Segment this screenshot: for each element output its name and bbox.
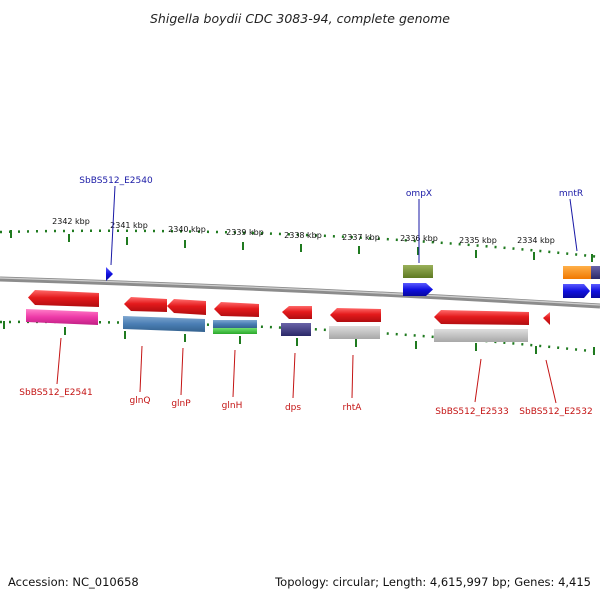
gene-SbBS512_E2533-cog-box[interactable] [434, 329, 528, 342]
gene-SbBS512_E2540-arrow[interactable] [106, 267, 113, 281]
gene-adjacent-cog-box[interactable] [591, 266, 600, 279]
gene-dps-cog-box[interactable] [281, 323, 311, 336]
kbp-tick-label: 2339 kbp [226, 228, 264, 237]
leader-line-mntR [569, 198, 578, 252]
gene-dps-arrow[interactable] [282, 306, 312, 319]
gene-SbBS512_E2541-cog-box[interactable] [26, 309, 98, 325]
leader-line-glnP [180, 347, 184, 396]
gene-label-rhtA[interactable]: rhtA [343, 403, 363, 413]
gene-adjacent-arrow[interactable] [591, 284, 600, 298]
gene-label-SbBS512_E2540[interactable]: SbBS512_E2540 [79, 176, 153, 186]
kbp-tick-label: 2335 kbp [459, 236, 497, 245]
gene-label-SbBS512_E2532[interactable]: SbBS512_E2532 [519, 407, 592, 417]
gene-glnQ-glnP-cog-box[interactable] [123, 316, 205, 332]
gene-label-glnH[interactable]: glnH [222, 401, 243, 411]
map-title: Shigella boydii CDC 3083-94, complete ge… [150, 11, 450, 26]
genome-backbone [0, 276, 600, 309]
kbp-tick-label: 2334 kbp [517, 236, 555, 245]
kbp-tick-label: 2337 kbp [342, 233, 380, 242]
gene-rhtA-cog-box[interactable] [329, 326, 380, 339]
gene-glnH-cog-box-secondary[interactable] [213, 328, 257, 334]
outer-major-ticks [10, 230, 593, 262]
gene-mntR-cog-box[interactable] [563, 266, 591, 279]
gene-glnH-arrow[interactable] [214, 302, 259, 317]
inner-major-ticks [3, 321, 595, 355]
gene-glnQ-arrow[interactable] [124, 297, 167, 312]
genome-backbone-highlight [0, 277, 600, 306]
kbp-tick-label: 2342 kbp [52, 217, 90, 226]
gene-label-SbBS512_E2541[interactable]: SbBS512_E2541 [19, 388, 92, 398]
kbp-tick-label: 2341 kbp [110, 221, 148, 230]
gene-label-glnP[interactable]: glnP [171, 399, 191, 409]
leader-line-dps [292, 352, 296, 399]
gene-SbBS512_E2532-arrow[interactable] [543, 312, 550, 325]
kbp-tick-label: 2338 kbp [284, 231, 322, 240]
gene-label-dps[interactable]: dps [285, 403, 301, 413]
gene-SbBS512_E2541-arrow[interactable] [28, 290, 99, 307]
genome-summary-text: Topology: circular; Length: 4,615,997 bp… [275, 575, 591, 589]
gene-label-glnQ[interactable]: glnQ [129, 396, 150, 406]
gene-ompX-arrow[interactable] [403, 283, 433, 296]
gene-glnH-cog-box[interactable] [213, 320, 257, 328]
leader-line-SbBS512_E2540 [110, 185, 116, 266]
leader-line-glnQ [139, 345, 143, 393]
accession-text: Accession: NC_010658 [8, 575, 139, 589]
gene-SbBS512_E2533-arrow[interactable] [434, 310, 529, 325]
leader-line-SbBS512_E2541 [56, 337, 62, 385]
leader-line-SbBS512_E2532 [545, 359, 557, 404]
kbp-tick-label: 2340 kbp [168, 225, 206, 234]
leader-line-rhtA [351, 354, 354, 399]
gene-label-ompX[interactable]: ompX [406, 189, 432, 199]
gene-label-SbBS512_E2533[interactable]: SbBS512_E2533 [435, 407, 508, 417]
leader-line-SbBS512_E2533 [474, 358, 482, 403]
gene-ompX-cog-box[interactable] [403, 265, 433, 278]
gene-glnP-arrow[interactable] [167, 299, 206, 315]
gene-mntR-arrow[interactable] [563, 284, 590, 298]
leader-line-glnH [232, 349, 236, 398]
gene-rhtA-arrow[interactable] [330, 308, 381, 322]
gene-label-mntR[interactable]: mntR [559, 189, 583, 199]
